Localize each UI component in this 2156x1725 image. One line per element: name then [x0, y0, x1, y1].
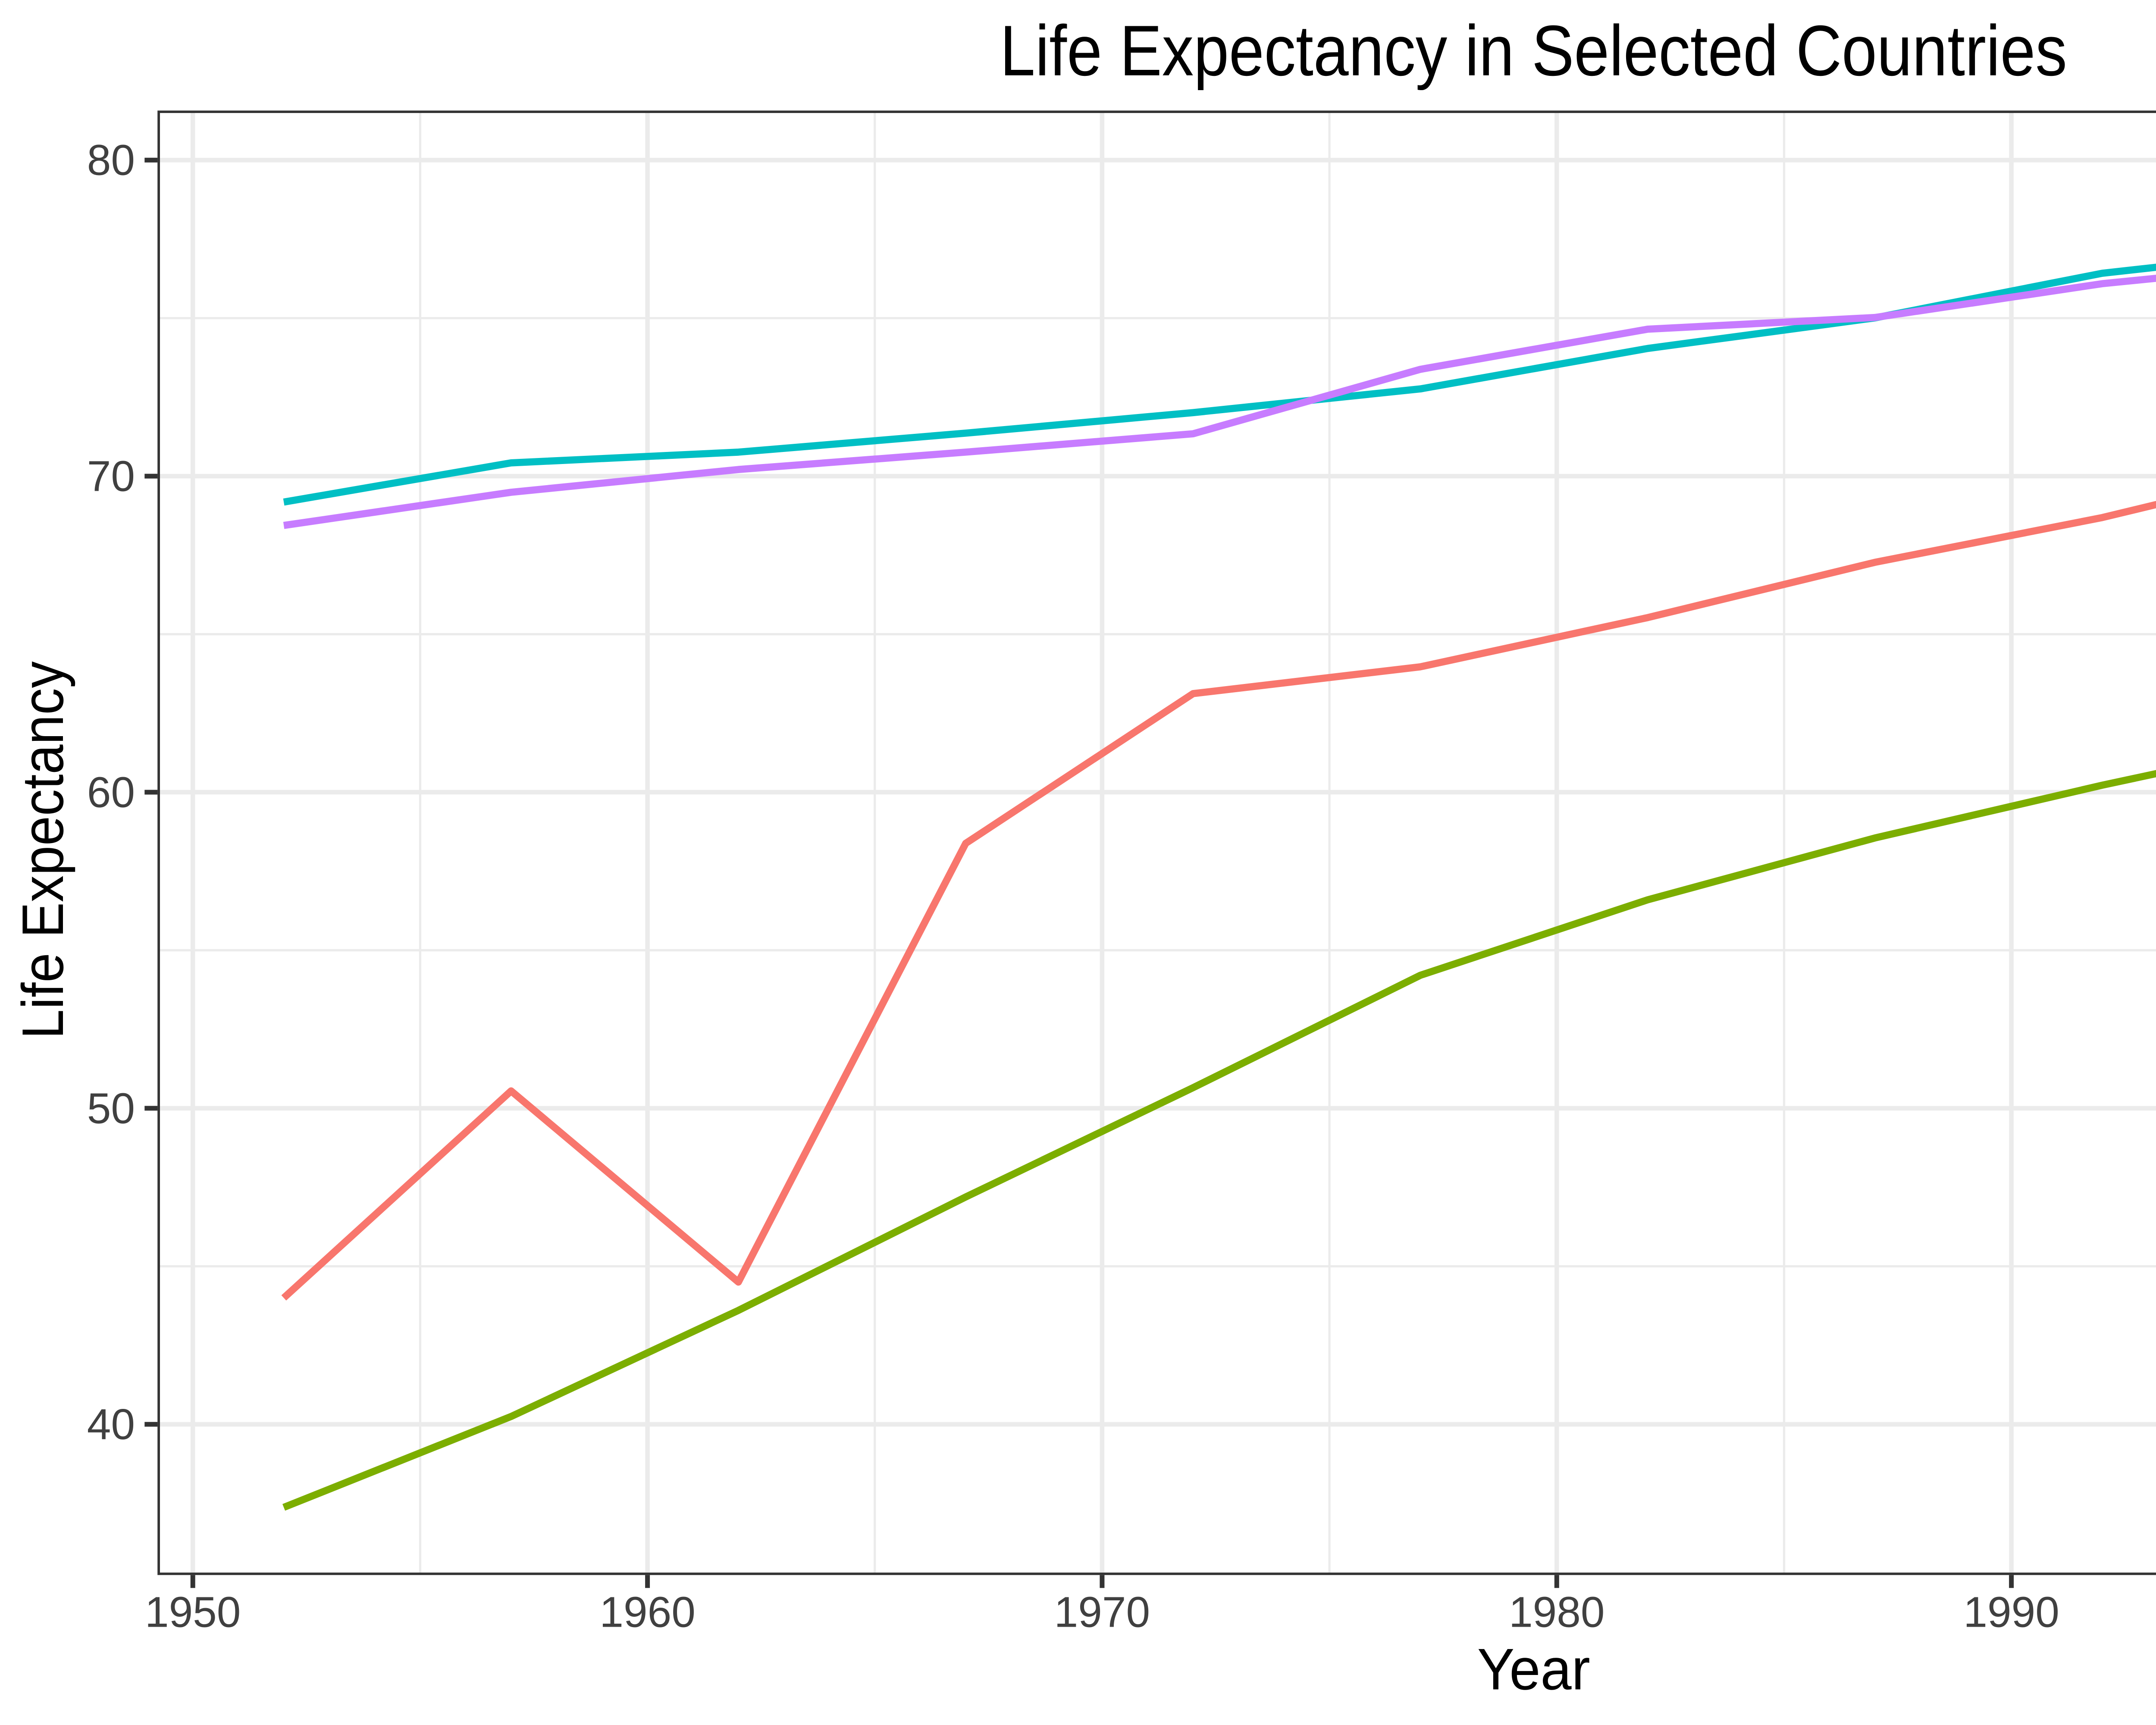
svg-text:Life Expectancy: Life Expectancy: [10, 661, 75, 1039]
svg-text:40: 40: [87, 1400, 135, 1449]
svg-text:60: 60: [87, 768, 135, 816]
svg-text:50: 50: [87, 1084, 135, 1132]
svg-text:1970: 1970: [1054, 1588, 1150, 1637]
svg-text:Year: Year: [1477, 1636, 1590, 1702]
svg-text:1980: 1980: [1509, 1588, 1604, 1637]
svg-text:1960: 1960: [599, 1588, 695, 1637]
svg-text:70: 70: [87, 452, 135, 501]
svg-text:80: 80: [87, 136, 135, 185]
svg-text:1990: 1990: [1963, 1588, 2059, 1637]
svg-text:1950: 1950: [145, 1588, 241, 1637]
svg-text:Life Expectancy in Selected Co: Life Expectancy in Selected Countries: [1000, 11, 2067, 91]
